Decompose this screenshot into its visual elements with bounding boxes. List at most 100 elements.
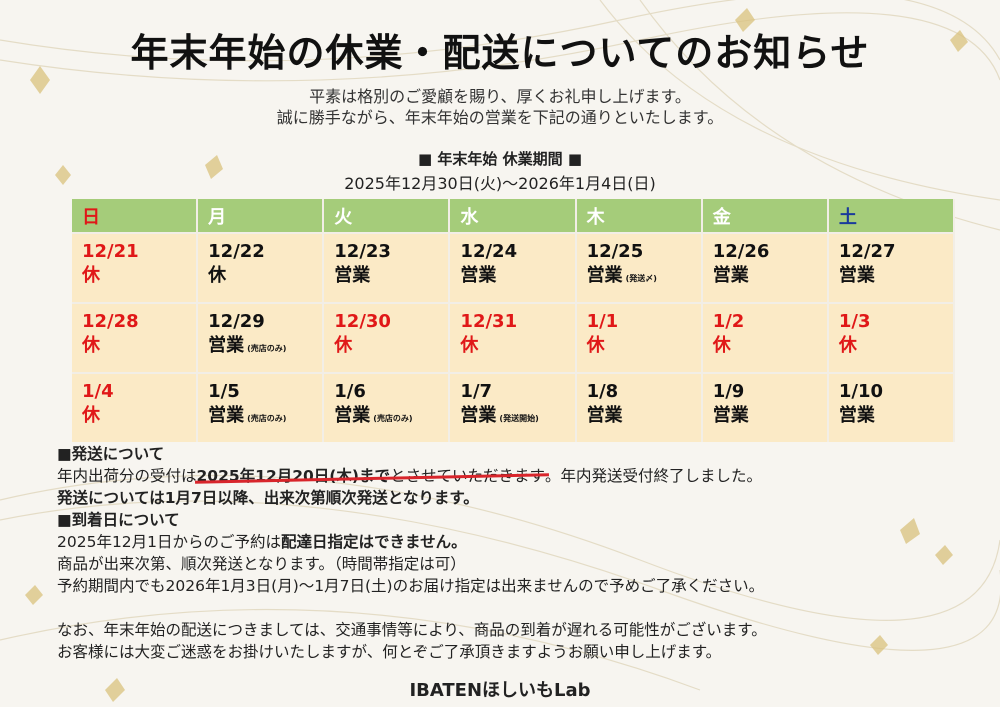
- holiday-period-heading: ■ 年末年始 休業期間 ■: [417, 150, 582, 168]
- calendar-date: 12/27: [838, 241, 896, 262]
- arrival-heading: ■到着日について: [57, 511, 180, 529]
- weekday-wed: 水: [450, 199, 577, 232]
- calendar-status-line: 休: [587, 334, 701, 358]
- calendar-date: 12/25: [586, 241, 644, 262]
- shipping-line-1: 年内出荷分の受付は2025年12月20日(木)までとさせていただきます。年内発送…: [57, 465, 767, 487]
- gold-leaf-icon: [735, 8, 755, 32]
- calendar-status: 営業: [460, 405, 497, 426]
- calendar-status: 営業: [334, 405, 371, 426]
- arrival-line-1-prefix: 2025年12月1日からのご予約は: [57, 533, 282, 551]
- calendar-date: 12/30: [334, 311, 391, 332]
- calendar-day-cell: 1/4 休: [72, 372, 199, 442]
- calendar-date: 1/6: [334, 381, 366, 402]
- closing-line-2: お客様には大変ご迷惑をお掛けいたしますが、何とぞご了承頂きますようお願い申し上げ…: [57, 643, 722, 661]
- calendar-week-row: 12/28 休 12/29 営業 (売店のみ) 12/30 休 12/31 休 1/1 休 1/2 休 1…: [72, 302, 955, 372]
- gold-leaf-icon: [55, 165, 71, 185]
- gold-leaf-icon: [30, 66, 50, 94]
- calendar-status-line: 営業: [587, 404, 701, 428]
- calendar-date: 1/5: [208, 381, 240, 402]
- weekday-thu: 木: [576, 199, 703, 232]
- shipping-heading: ■発送について: [57, 445, 165, 463]
- calendar-date: 1/10: [838, 381, 883, 402]
- calendar-date: 1/9: [712, 381, 745, 402]
- calendar-day-cell: 1/7 営業 (発送開始): [450, 372, 577, 442]
- weekday-sun: 日: [72, 199, 199, 232]
- calendar-date: 12/28: [82, 311, 139, 332]
- calendar-status: 休: [586, 335, 605, 356]
- calendar-date: 12/21: [82, 241, 139, 262]
- weekday-header-row: 日 月 火 水 木 金 土: [72, 199, 955, 232]
- arrival-line-2: 商品が出来次第、順次発送となります。（時間帯指定は可）: [57, 555, 466, 573]
- calendar-day-cell: 12/29 営業 (売店のみ): [198, 302, 325, 372]
- calendar-day-cell: 1/3 休: [828, 302, 955, 372]
- calendar-status: 休: [208, 265, 227, 286]
- calendar-day-cell: 12/31 休: [450, 302, 577, 372]
- calendar-status: 休: [334, 335, 353, 356]
- calendar-status: 営業: [334, 265, 371, 286]
- calendar-day-cell: 12/25 営業 (発送〆): [576, 232, 703, 302]
- calendar-date: 12/22: [208, 241, 265, 262]
- calendar-day-cell: 12/30 休: [324, 302, 451, 372]
- calendar-status: 休: [82, 335, 100, 356]
- calendar-status: 営業: [712, 405, 749, 426]
- shipping-line-2: 発送については1月7日以降、出来次第順次発送となります。: [57, 489, 479, 507]
- spacer: [57, 597, 767, 619]
- calendar-date: 12/24: [460, 241, 518, 262]
- gold-leaf-icon: [105, 678, 125, 702]
- calendar-date: 1/3: [838, 311, 871, 332]
- calendar-note: (発送開始): [499, 414, 539, 423]
- calendar-day-cell: 12/23 営業: [324, 232, 451, 302]
- calendar-day-cell: 1/5 営業 (売店のみ): [198, 372, 325, 442]
- calendar-status-line: 休: [82, 404, 196, 428]
- weekday-fri: 金: [702, 199, 829, 232]
- gold-leaf-icon: [205, 155, 223, 179]
- calendar-date: 12/26: [712, 241, 770, 262]
- calendar-status-line: 営業 (発送開始): [460, 404, 574, 431]
- calendar-status: 営業: [208, 335, 245, 356]
- calendar-status: 営業: [838, 265, 875, 286]
- holiday-period-range: 2025年12月30日(火)～2026年1月4日(日): [344, 174, 656, 193]
- calendar-status: 営業: [586, 265, 623, 286]
- calendar-date: 12/31: [460, 311, 518, 332]
- calendar-date: 1/2: [712, 311, 745, 332]
- page-title: 年末年始の休業・配送についてのお知らせ: [130, 31, 870, 75]
- calendar-day-cell: 12/22 休: [198, 232, 325, 302]
- calendar-status-line: 休: [334, 334, 448, 358]
- calendar-day-cell: 1/6 営業 (売店のみ): [324, 372, 451, 442]
- calendar-day-cell: 1/2 休: [702, 302, 829, 372]
- calendar-day-cell: 1/8 営業: [576, 372, 703, 442]
- gold-leaf-icon: [935, 545, 953, 565]
- calendar-day-cell: 12/27 営業: [828, 232, 955, 302]
- calendar-week-row: 12/21 休 12/22 休 12/23 営業 12/24 営業 12/25 営業 (発送〆) 12…: [72, 232, 955, 302]
- calendar-day-cell: 12/21 休: [72, 232, 199, 302]
- arrival-line-1: 2025年12月1日からのご予約は配達日指定はできません。: [57, 531, 767, 553]
- calendar-date: 12/29: [208, 311, 265, 332]
- calendar-note: (発送〆): [625, 274, 657, 283]
- calendar-day-cell: 1/9 営業: [702, 372, 829, 442]
- calendar-status-line: 休: [460, 334, 574, 358]
- calendar-status: 営業: [838, 405, 875, 426]
- struck-deadline-text: 2025年12月20日(木)までとさせていただきます: [194, 467, 549, 485]
- calendar-day-cell: 1/10 営業: [828, 372, 955, 442]
- calendar-status: 休: [460, 335, 479, 356]
- calendar-status-line: 営業: [334, 264, 448, 288]
- gold-leaf-icon: [950, 30, 968, 52]
- calendar-status-line: 休: [82, 264, 196, 288]
- weekday-sat: 土: [828, 199, 955, 232]
- calendar-status: 営業: [208, 405, 245, 426]
- weekday-mon: 月: [198, 199, 325, 232]
- shipping-line-1-suffix: 。年内発送受付終了しました。: [544, 467, 762, 485]
- calendar-date: 1/1: [586, 311, 619, 332]
- calendar-day-cell: 12/24 営業: [450, 232, 577, 302]
- calendar-date: 12/23: [334, 241, 391, 262]
- arrival-line-3: 予約期間内でも2026年1月3日(月)～1月7日(土)のお届け指定は出来ませんの…: [57, 577, 765, 595]
- calendar-day-cell: 12/28 休: [72, 302, 199, 372]
- arrival-line-1-emphasis: 配達日指定はできません。: [281, 533, 467, 551]
- calendar-date: 1/8: [586, 381, 619, 402]
- intro-line-2: 誠に勝手ながら、年末年始の営業を下記の通りといたします。: [276, 108, 724, 127]
- calendar-status: 休: [712, 335, 731, 356]
- calendar-status: 営業: [586, 405, 623, 426]
- calendar-status-line: 営業 (売店のみ): [208, 404, 322, 431]
- gold-leaf-icon: [900, 518, 920, 544]
